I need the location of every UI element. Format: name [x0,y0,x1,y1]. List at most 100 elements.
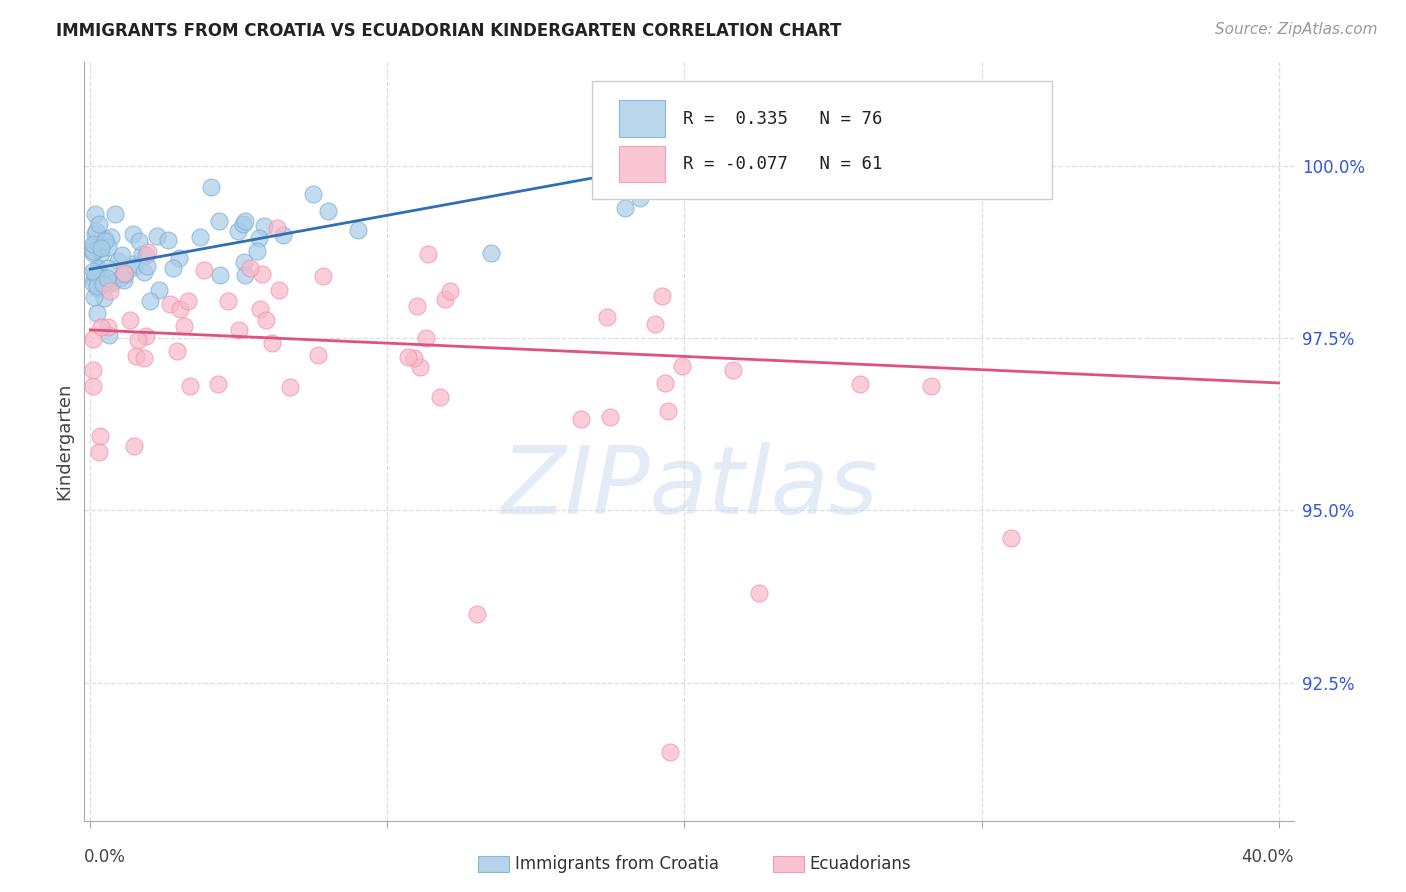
Point [82,245,104,260]
Point [920,379,942,393]
Point [254,313,277,327]
Point [87,217,110,231]
Point [112,266,135,280]
Point [434,292,457,306]
Text: R = -0.077   N = 61: R = -0.077 N = 61 [683,155,883,173]
Y-axis label: Kindergarten: Kindergarten [55,383,73,500]
Point [90,246,112,260]
Point [1000,531,1022,545]
Text: 40.0%: 40.0% [1241,848,1294,866]
Point [124,349,146,363]
Point [128,235,150,249]
Point [122,438,145,452]
Point [82,332,104,346]
Point [409,359,432,374]
Point [96,271,118,285]
Point [465,607,488,621]
Point [262,336,284,351]
Point [111,248,134,262]
Point [146,229,169,244]
Text: Source: ZipAtlas.com: Source: ZipAtlas.com [1215,22,1378,37]
Point [86,224,108,238]
Point [849,377,872,392]
Text: ZIPatlas: ZIPatlas [501,442,877,533]
Point [307,348,329,362]
Point [654,376,676,391]
Point [193,262,215,277]
Point [415,331,437,345]
Point [148,284,170,298]
Point [84,269,107,284]
Point [89,429,111,443]
Point [721,363,744,377]
Point [135,329,157,343]
Point [762,124,785,138]
Point [94,232,117,246]
Point [121,257,143,271]
Point [97,260,120,275]
Point [86,281,108,295]
Point [98,327,121,342]
Point [346,223,368,237]
Point [86,306,108,320]
Point [657,404,679,418]
Text: Ecuadorians: Ecuadorians [810,855,911,873]
Point [179,379,201,393]
Point [173,319,195,334]
Point [82,263,104,277]
Point [569,412,592,426]
Text: 0.0%: 0.0% [84,848,127,866]
Point [93,291,115,305]
Point [671,359,693,373]
Point [233,268,256,283]
Point [406,299,429,313]
Point [217,293,239,308]
Point [83,207,105,221]
Point [100,229,122,244]
Point [177,293,200,308]
Point [97,319,120,334]
Point [86,260,108,275]
Point [246,244,269,258]
Point [208,214,231,228]
Point [200,179,222,194]
Point [86,242,108,256]
Point [83,272,105,286]
Point [127,334,149,348]
Bar [619,101,665,136]
Point [169,302,191,317]
Point [82,363,104,377]
Point [94,234,117,248]
Point [253,219,276,233]
Point [118,313,141,327]
Point [651,288,673,302]
Point [595,310,617,324]
Point [157,233,180,247]
Point [416,247,439,261]
Point [925,145,948,159]
Point [166,343,188,358]
Point [139,293,162,308]
Point [84,267,107,281]
Point [87,445,110,459]
Point [110,270,132,285]
Text: IMMIGRANTS FROM CROATIA VS ECUADORIAN KINDERGARTEN CORRELATION CHART: IMMIGRANTS FROM CROATIA VS ECUADORIAN KI… [56,22,842,40]
Text: Immigrants from Croatia: Immigrants from Croatia [515,855,718,873]
Point [121,227,143,241]
Point [83,266,105,280]
Point [228,323,250,337]
Point [132,265,155,279]
FancyBboxPatch shape [592,81,1052,199]
Point [83,238,105,252]
Point [135,248,157,262]
Point [208,268,231,283]
Point [98,275,121,289]
Point [86,279,108,293]
Point [162,261,184,276]
Point [100,276,122,290]
Point [84,227,107,242]
Point [479,245,502,260]
Point [97,240,120,254]
Point [98,284,121,298]
Point [748,586,770,600]
